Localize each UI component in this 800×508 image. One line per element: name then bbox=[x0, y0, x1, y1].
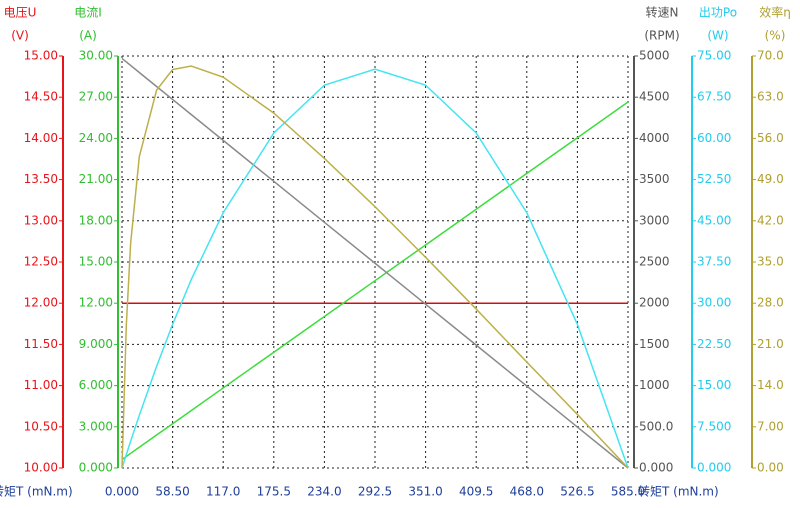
y-axis-unit: (W) bbox=[707, 29, 728, 43]
y-tick-label: 7.500 bbox=[697, 419, 731, 433]
y-tick-label: 42.0 bbox=[757, 213, 784, 227]
y-tick-label: 12.50 bbox=[24, 255, 58, 269]
y-tick-label: 1500 bbox=[639, 337, 670, 351]
y-axis-title: 电压U bbox=[4, 6, 37, 20]
y-tick-label: 28.0 bbox=[757, 296, 784, 310]
y-tick-label: 63.0 bbox=[757, 90, 784, 104]
y-tick-label: 18.00 bbox=[79, 213, 113, 227]
y-tick-label: 4500 bbox=[639, 90, 670, 104]
y-tick-label: 0.000 bbox=[79, 461, 113, 475]
y-tick-label: 22.50 bbox=[697, 337, 731, 351]
y-tick-label: 14.0 bbox=[757, 378, 784, 392]
y-tick-label: 27.00 bbox=[79, 90, 113, 104]
y-tick-label: 75.00 bbox=[697, 49, 731, 63]
y-axis-unit: (%) bbox=[765, 29, 786, 43]
y-axis-title: 效率η bbox=[759, 5, 791, 20]
x-tick-label: 409.5 bbox=[459, 485, 493, 499]
y-tick-label: 9.000 bbox=[79, 337, 113, 351]
y-tick-label: 3500 bbox=[639, 172, 670, 186]
y-tick-label: 0.000 bbox=[639, 461, 673, 475]
y-tick-label: 500.0 bbox=[639, 419, 673, 433]
x-tick-label: 58.50 bbox=[155, 485, 189, 499]
series-line bbox=[121, 57, 629, 469]
y-axis-unit: (A) bbox=[79, 29, 97, 43]
y-tick-label: 14.00 bbox=[24, 131, 58, 145]
y-tick-label: 2000 bbox=[639, 296, 670, 310]
y-tick-label: 2500 bbox=[639, 255, 670, 269]
y-axis-title: 转速N bbox=[646, 5, 679, 20]
y-tick-label: 56.0 bbox=[757, 131, 784, 145]
y-tick-label: 35.0 bbox=[757, 255, 784, 269]
y-tick-label: 1000 bbox=[639, 378, 670, 392]
y-tick-label: 14.50 bbox=[24, 90, 58, 104]
series-line bbox=[121, 68, 629, 469]
y-tick-label: 21.0 bbox=[757, 337, 784, 351]
x-tick-label: 117.0 bbox=[206, 485, 240, 499]
x-tick-label: 468.0 bbox=[510, 485, 544, 499]
x-tick-label: 526.5 bbox=[560, 485, 594, 499]
y-axis-unit: (V) bbox=[11, 29, 29, 43]
y-tick-label: 0.00 bbox=[757, 461, 784, 475]
y-tick-label: 4000 bbox=[639, 131, 670, 145]
x-axis-label: 转矩T (mN.m) bbox=[0, 484, 73, 499]
y-tick-label: 7.00 bbox=[757, 419, 784, 433]
y-tick-label: 13.00 bbox=[24, 213, 58, 227]
y-tick-label: 60.00 bbox=[697, 131, 731, 145]
y-tick-label: 21.00 bbox=[79, 172, 113, 186]
series-line bbox=[121, 65, 629, 469]
y-tick-label: 12.00 bbox=[79, 296, 113, 310]
y-tick-label: 15.00 bbox=[697, 378, 731, 392]
y-tick-label: 67.50 bbox=[697, 90, 731, 104]
y-tick-label: 0.000 bbox=[697, 461, 731, 475]
x-tick-label: 0.000 bbox=[105, 485, 139, 499]
y-tick-label: 10.00 bbox=[24, 461, 58, 475]
y-tick-label: 15.00 bbox=[79, 255, 113, 269]
y-axis-unit: (RPM) bbox=[644, 29, 679, 43]
y-tick-label: 3.000 bbox=[79, 419, 113, 433]
y-tick-label: 11.00 bbox=[24, 378, 58, 392]
y-tick-label: 30.00 bbox=[697, 296, 731, 310]
y-tick-label: 37.50 bbox=[697, 255, 731, 269]
y-tick-label: 49.0 bbox=[757, 172, 784, 186]
y-tick-label: 6.000 bbox=[79, 378, 113, 392]
y-tick-label: 13.50 bbox=[24, 172, 58, 186]
x-tick-label: 585.0 bbox=[611, 485, 645, 499]
y-tick-label: 11.50 bbox=[24, 337, 58, 351]
x-tick-label: 351.0 bbox=[408, 485, 442, 499]
x-tick-label: 292.5 bbox=[358, 485, 392, 499]
y-axis-title: 电流I bbox=[74, 6, 102, 20]
y-axis-title: 出功Po bbox=[699, 6, 737, 20]
y-tick-label: 52.50 bbox=[697, 172, 731, 186]
y-tick-label: 10.50 bbox=[24, 419, 58, 433]
y-tick-label: 15.00 bbox=[24, 49, 58, 63]
y-tick-label: 24.00 bbox=[79, 131, 113, 145]
y-tick-label: 12.00 bbox=[24, 296, 58, 310]
x-tick-label: 175.5 bbox=[257, 485, 291, 499]
x-tick-label: 234.0 bbox=[307, 485, 341, 499]
y-tick-label: 70.0 bbox=[757, 49, 784, 63]
x-axis-label: 转矩T (mN.m) bbox=[638, 484, 719, 499]
y-tick-label: 30.00 bbox=[79, 49, 113, 63]
y-tick-label: 45.00 bbox=[697, 213, 731, 227]
y-tick-label: 5000 bbox=[639, 49, 670, 63]
series-line bbox=[121, 101, 629, 461]
y-tick-label: 3000 bbox=[639, 213, 670, 227]
